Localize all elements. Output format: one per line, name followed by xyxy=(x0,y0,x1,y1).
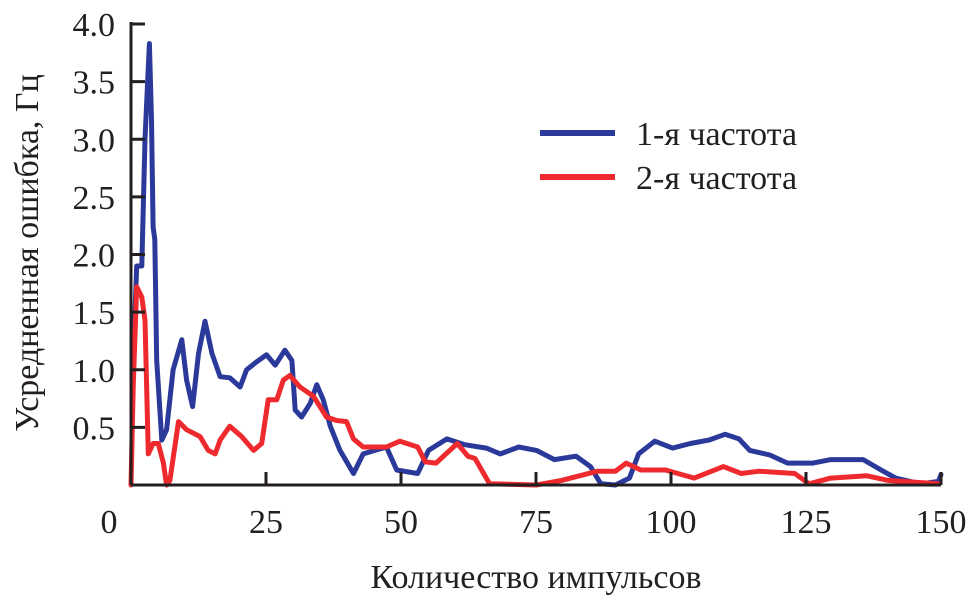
x-tick-label: 0 xyxy=(101,504,118,541)
x-tick-label: 50 xyxy=(384,504,418,541)
y-tick-label: 0.5 xyxy=(73,410,116,447)
x-tick-label: 125 xyxy=(781,504,832,541)
y-tick-label: 2.5 xyxy=(73,180,116,217)
x-tick-label: 150 xyxy=(916,504,967,541)
legend-label-series-1: 1-я частота xyxy=(636,116,797,153)
y-tick-label: 2.0 xyxy=(73,238,116,275)
y-axis-label: Усредненная ошибка, Гц xyxy=(9,74,46,432)
x-tick-label: 75 xyxy=(519,504,553,541)
y-tick-label: 4.0 xyxy=(73,7,116,44)
series-line-1 xyxy=(130,41,944,488)
x-tick-label: 100 xyxy=(646,504,697,541)
legend-label-series-2: 2-я частота xyxy=(636,160,797,197)
series-layer xyxy=(128,41,944,488)
y-tick-label: 1.5 xyxy=(73,295,116,332)
x-tick-label: 25 xyxy=(249,504,283,541)
y-tick-label: 3.0 xyxy=(73,122,116,159)
tick-layer: 0 25 50 75 100 125 150 0.5 1.0 1.5 2.0 2.5 3.0 3.5 4.0 xyxy=(73,7,967,541)
x-axis-label: Количество импульсов xyxy=(370,559,701,596)
legend: 1-я частота 2-я частота xyxy=(540,116,797,197)
series-line-2 xyxy=(128,284,941,488)
y-tick-label: 3.5 xyxy=(73,65,116,102)
y-tick-label: 1.0 xyxy=(73,353,116,390)
